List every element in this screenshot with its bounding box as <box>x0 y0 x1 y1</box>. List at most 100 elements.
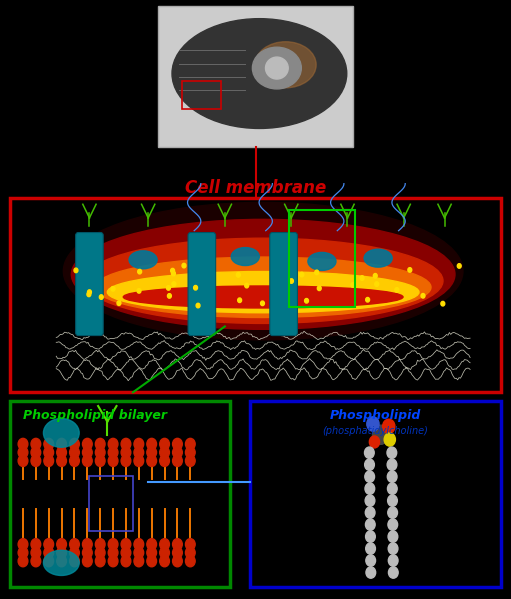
Circle shape <box>421 294 425 298</box>
Circle shape <box>395 288 399 292</box>
Circle shape <box>387 447 397 458</box>
Ellipse shape <box>231 247 260 265</box>
Circle shape <box>108 455 118 467</box>
Circle shape <box>173 455 182 467</box>
Ellipse shape <box>123 286 403 308</box>
Circle shape <box>31 555 41 567</box>
Circle shape <box>365 519 375 530</box>
Circle shape <box>173 438 182 450</box>
Circle shape <box>167 286 170 290</box>
Circle shape <box>87 292 91 297</box>
Circle shape <box>160 539 170 550</box>
Circle shape <box>185 547 195 558</box>
Circle shape <box>44 539 54 550</box>
Circle shape <box>31 547 41 558</box>
Text: Cell membrane: Cell membrane <box>185 179 326 197</box>
Circle shape <box>369 436 380 448</box>
Circle shape <box>82 447 92 458</box>
Circle shape <box>96 555 105 567</box>
Circle shape <box>147 447 156 458</box>
Circle shape <box>388 543 398 554</box>
Circle shape <box>18 438 28 450</box>
Circle shape <box>57 555 66 567</box>
Circle shape <box>69 455 79 467</box>
Circle shape <box>238 298 242 302</box>
Circle shape <box>185 555 195 567</box>
Circle shape <box>44 555 54 567</box>
Circle shape <box>121 455 131 467</box>
Circle shape <box>457 264 461 268</box>
Ellipse shape <box>96 257 431 317</box>
Circle shape <box>173 447 182 458</box>
Circle shape <box>57 455 66 467</box>
Circle shape <box>134 555 144 567</box>
Circle shape <box>388 555 398 566</box>
Circle shape <box>364 447 374 458</box>
Circle shape <box>69 555 79 567</box>
Bar <box>10 198 501 392</box>
Circle shape <box>305 298 309 303</box>
Circle shape <box>121 447 131 458</box>
Ellipse shape <box>83 238 443 323</box>
Ellipse shape <box>129 251 157 269</box>
Circle shape <box>365 531 375 542</box>
Bar <box>182 81 221 108</box>
Circle shape <box>185 455 195 467</box>
Circle shape <box>360 276 364 280</box>
Circle shape <box>387 471 397 482</box>
Circle shape <box>317 286 321 291</box>
Circle shape <box>121 539 131 550</box>
Circle shape <box>171 268 175 273</box>
Circle shape <box>96 539 105 550</box>
Circle shape <box>82 539 92 550</box>
Circle shape <box>96 438 105 450</box>
Circle shape <box>245 283 249 288</box>
Circle shape <box>147 438 156 450</box>
Ellipse shape <box>43 419 79 447</box>
Circle shape <box>300 273 304 277</box>
Circle shape <box>388 507 398 518</box>
Circle shape <box>134 547 144 558</box>
Circle shape <box>172 271 175 276</box>
Ellipse shape <box>72 219 455 329</box>
Circle shape <box>237 273 240 277</box>
Circle shape <box>137 270 142 274</box>
Circle shape <box>108 539 118 550</box>
Circle shape <box>69 447 79 458</box>
Circle shape <box>365 495 375 506</box>
Circle shape <box>147 539 156 550</box>
Circle shape <box>44 438 54 450</box>
Ellipse shape <box>266 57 288 79</box>
Circle shape <box>18 539 28 550</box>
Circle shape <box>388 567 398 578</box>
FancyBboxPatch shape <box>188 232 216 335</box>
Circle shape <box>351 283 355 288</box>
Circle shape <box>315 270 319 275</box>
Circle shape <box>111 286 115 291</box>
Circle shape <box>137 289 141 293</box>
Circle shape <box>366 543 376 554</box>
Circle shape <box>367 417 379 431</box>
Circle shape <box>69 438 79 450</box>
Bar <box>158 6 353 147</box>
Circle shape <box>57 447 66 458</box>
Circle shape <box>31 447 41 458</box>
Ellipse shape <box>43 550 79 576</box>
Circle shape <box>44 455 54 467</box>
Circle shape <box>147 547 156 558</box>
Circle shape <box>173 555 182 567</box>
Circle shape <box>290 279 293 283</box>
Circle shape <box>441 301 445 306</box>
Circle shape <box>375 282 379 286</box>
Circle shape <box>408 268 412 272</box>
Bar <box>250 401 501 587</box>
Circle shape <box>134 438 144 450</box>
Circle shape <box>160 438 170 450</box>
Circle shape <box>121 555 131 567</box>
Circle shape <box>383 419 395 434</box>
Text: Phospholipid: Phospholipid <box>330 409 421 422</box>
Ellipse shape <box>107 271 419 313</box>
Circle shape <box>365 459 375 470</box>
Circle shape <box>57 539 66 550</box>
Circle shape <box>117 301 121 305</box>
